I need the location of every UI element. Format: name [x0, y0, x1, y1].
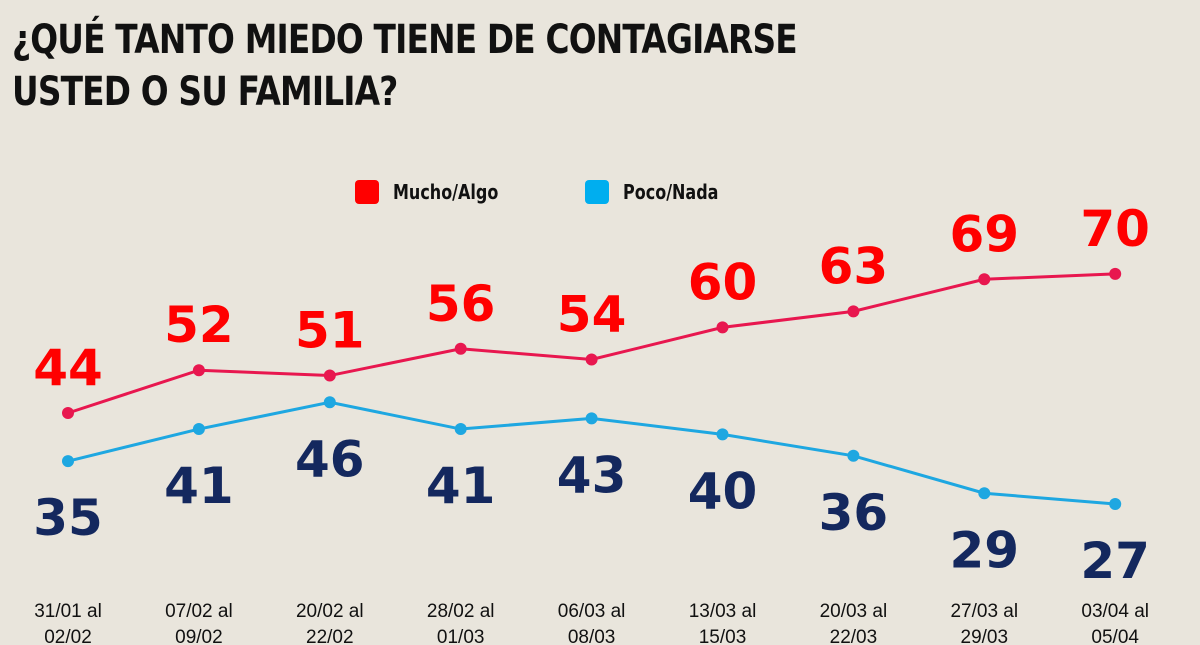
data-label: 69	[950, 205, 1020, 263]
data-label: 52	[164, 296, 234, 354]
x-tick-label: 01/03	[437, 627, 485, 645]
x-tick-label: 22/03	[830, 627, 878, 645]
data-label: 70	[1080, 200, 1150, 258]
data-point	[323, 396, 336, 409]
legend-label: Mucho/Algo	[393, 180, 499, 204]
legend-swatch-red	[355, 180, 379, 204]
x-tick-label: 03/04 al	[1081, 601, 1149, 622]
x-tick-label: 02/02	[44, 627, 92, 645]
title-line-1: ¿QUÉ TANTO MIEDO TIENE DE CONTAGIARSE	[12, 17, 798, 63]
x-tick-label: 22/02	[306, 627, 354, 645]
data-label: 35	[33, 489, 103, 547]
x-tick-label: 07/02 al	[165, 601, 233, 622]
title-line-2: USTED O SU FAMILIA?	[12, 69, 398, 115]
data-point	[978, 487, 991, 500]
data-label: 54	[557, 286, 627, 344]
x-tick-label: 06/03 al	[558, 601, 626, 622]
x-tick-label: 08/03	[568, 627, 616, 645]
x-tick-label: 31/01 al	[34, 601, 102, 622]
data-point	[585, 412, 598, 425]
legend: Mucho/Algo Poco/Nada	[355, 180, 742, 204]
data-point	[454, 423, 467, 436]
data-label: 46	[295, 430, 365, 488]
legend-swatch-blue	[584, 180, 609, 204]
data-point	[978, 273, 991, 286]
data-label: 56	[426, 275, 496, 333]
data-point	[1109, 267, 1122, 280]
data-label: 43	[557, 446, 627, 504]
x-tick-label: 27/03 al	[950, 601, 1018, 622]
data-point	[62, 407, 74, 419]
data-point	[716, 428, 729, 441]
data-point	[192, 423, 205, 436]
data-label: 40	[688, 462, 758, 520]
x-tick-label: 15/03	[699, 627, 747, 645]
data-point	[192, 364, 205, 377]
data-point	[585, 353, 598, 366]
data-point	[847, 305, 860, 318]
x-tick-label: 13/03 al	[689, 601, 757, 622]
legend-item-poco-nada: Poco/Nada	[584, 180, 742, 204]
x-tick-label: 05/04	[1091, 627, 1139, 645]
data-point	[1109, 497, 1122, 510]
data-point	[454, 342, 467, 355]
data-point	[716, 321, 729, 334]
data-label: 44	[33, 339, 103, 397]
x-tick-label: 20/02 al	[296, 601, 364, 622]
x-tick-label: 29/03	[961, 627, 1009, 645]
data-label: 63	[819, 237, 889, 295]
x-tick-label: 20/03 al	[820, 601, 888, 622]
chart-title: ¿QUÉ TANTO MIEDO TIENE DE CONTAGIARSE US…	[12, 14, 798, 118]
legend-label: Poco/Nada	[622, 180, 719, 204]
data-label: 27	[1080, 532, 1150, 590]
data-label: 29	[950, 521, 1020, 579]
data-label: 41	[164, 457, 234, 515]
data-point	[847, 449, 860, 462]
legend-item-mucho-algo: Mucho/Algo	[355, 180, 525, 204]
x-tick-label: 28/02 al	[427, 601, 495, 622]
data-label: 60	[688, 253, 758, 311]
data-label: 36	[819, 484, 889, 542]
data-point	[62, 455, 74, 468]
x-tick-label: 09/02	[175, 627, 223, 645]
data-label: 41	[426, 457, 496, 515]
data-point	[323, 369, 336, 382]
data-label: 51	[295, 302, 365, 360]
